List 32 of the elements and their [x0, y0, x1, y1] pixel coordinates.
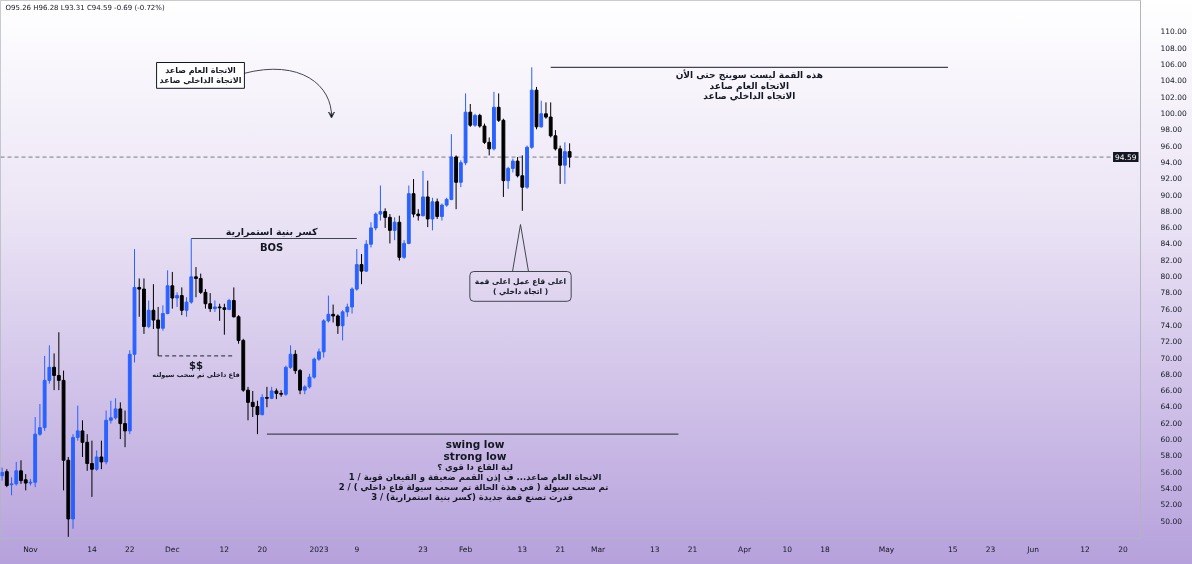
candlestick	[520, 154, 525, 212]
candlestick	[335, 313, 340, 335]
candlestick	[359, 253, 364, 285]
candlestick	[118, 401, 123, 440]
annotation: هذه القمة ليست سوينج حتى الأن الاتجاه العام صاعد الاتجاه الداخلي صاعد	[675, 69, 824, 102]
candlestick	[539, 100, 544, 129]
candlestick	[170, 271, 175, 310]
candlestick	[99, 440, 104, 470]
candlestick	[392, 216, 397, 241]
candlestick	[212, 299, 217, 313]
candlestick	[94, 449, 99, 472]
candlestick	[562, 141, 567, 185]
candlestick	[340, 309, 345, 341]
candlestick	[430, 197, 435, 231]
candlestick	[421, 170, 425, 218]
candlestick	[387, 213, 392, 244]
candlestick	[52, 352, 57, 391]
candlestick	[331, 304, 336, 323]
candlestick	[567, 142, 572, 169]
candlestick	[222, 303, 227, 336]
annotation: الاتجاة العام صاعد الاتجاة الداخلي صاعد	[159, 65, 242, 86]
candlestick	[151, 283, 156, 330]
candlestick	[265, 386, 269, 408]
candlestick	[146, 299, 151, 329]
candlestick	[255, 400, 260, 435]
candlestick	[383, 207, 388, 229]
candlestick	[468, 103, 473, 128]
candlestick	[425, 180, 430, 228]
candlestick	[179, 286, 184, 316]
candlestick	[411, 178, 416, 218]
candlestick	[175, 291, 179, 308]
candlestick	[435, 198, 440, 220]
